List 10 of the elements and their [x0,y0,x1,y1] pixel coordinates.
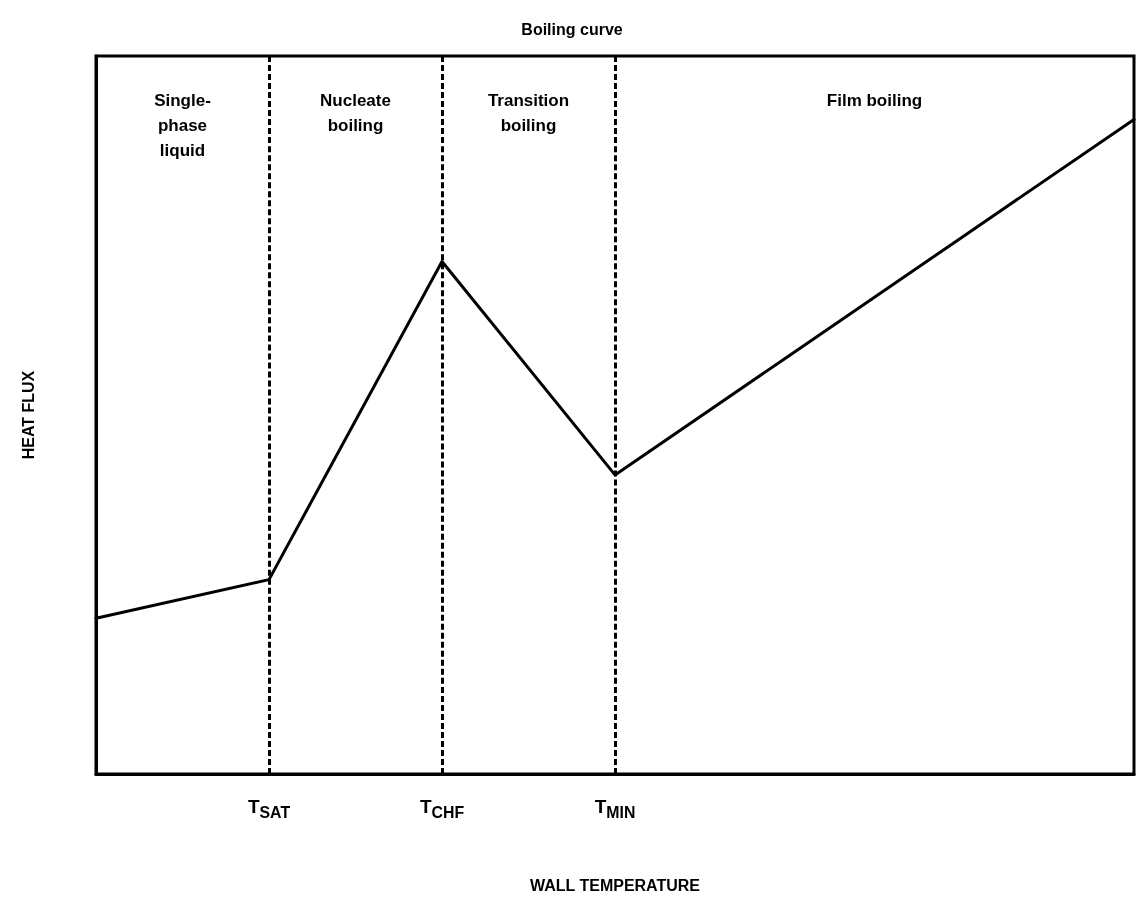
y-axis-title: HEAT FLUX [19,370,37,460]
annotation: Single- phase liquid [154,90,211,162]
text: Film boiling [826,90,923,112]
chart-title: Boiling curve [521,20,623,38]
annotation: Transition boiling [487,90,570,137]
x-axis-title: WALL TEMPERATURE [529,876,701,894]
x-tick-label: T$_{SAT}$ [247,796,291,822]
annotation: Nucleate boiling [320,90,391,137]
x-tick-label: T$_{CHF}$ [419,796,465,822]
x-tick-label: T$_{MIN}$ [594,796,636,822]
